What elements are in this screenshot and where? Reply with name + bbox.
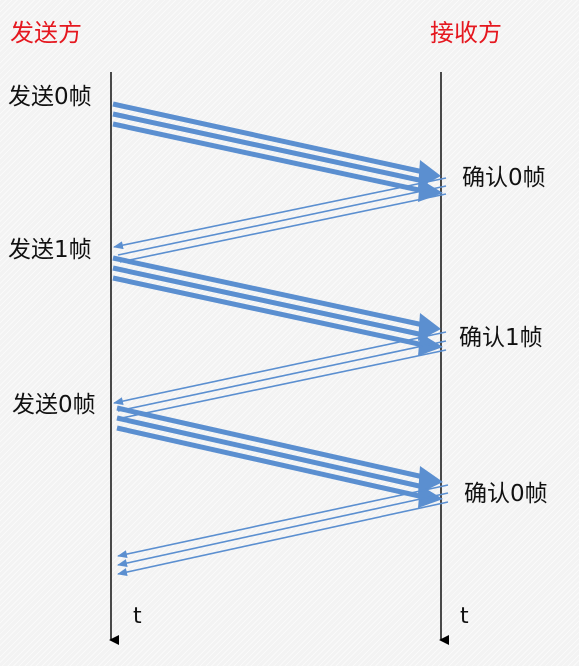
frame-1-send-arrows — [112, 255, 443, 356]
frame-0-resend-arrows — [116, 405, 443, 508]
frame-0-send-arrows — [112, 101, 443, 202]
receiver-header: 接收方 — [430, 19, 502, 47]
frame-0-resend-ack-arrows — [117, 484, 449, 576]
frame-1-ack-arrows — [113, 331, 447, 419]
frame-0-ack-arrows — [113, 177, 447, 263]
send-frame-1-label: 发送1帧 — [8, 237, 92, 263]
send-frame-0-repeat-label: 发送0帧 — [12, 392, 96, 418]
sender-time-label: t — [133, 604, 142, 629]
ack-frame-0-label: 确认0帧 — [462, 165, 546, 191]
ack-frame-0-repeat-label: 确认0帧 — [464, 481, 548, 507]
ack-frame-1-label: 确认1帧 — [459, 325, 543, 351]
sender-header: 发送方 — [10, 19, 82, 47]
send-frame-0-label: 发送0帧 — [8, 84, 92, 110]
receiver-time-label: t — [460, 604, 469, 629]
